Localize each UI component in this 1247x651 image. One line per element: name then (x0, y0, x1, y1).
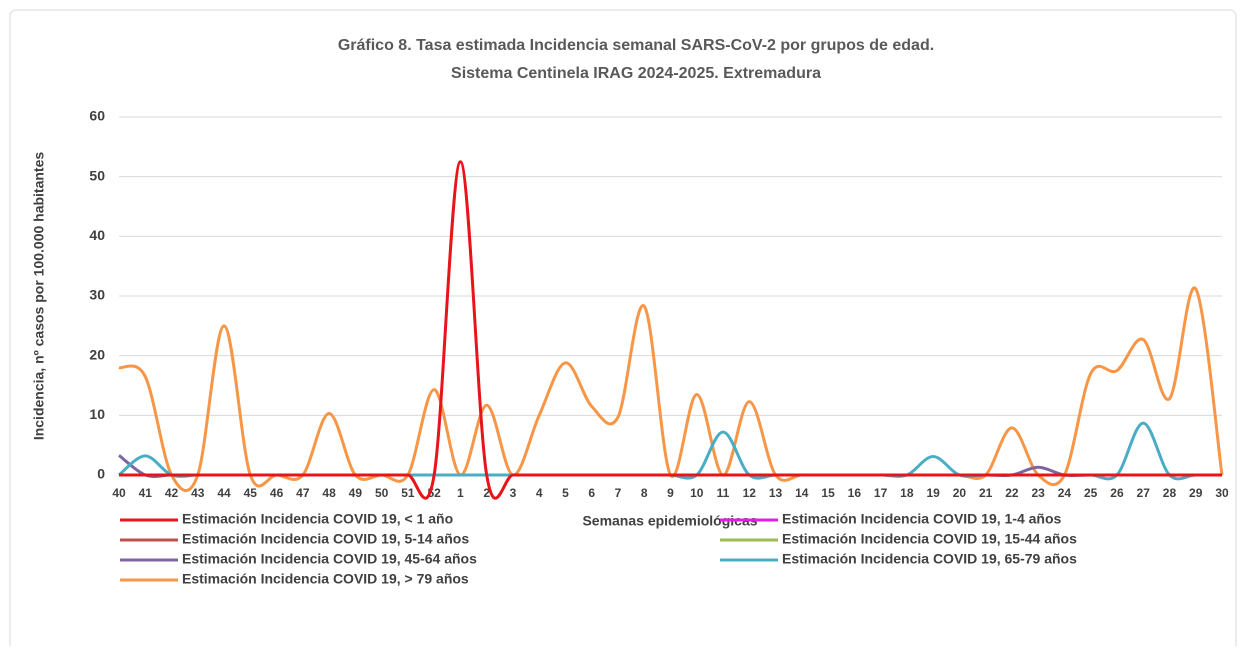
x-tick-label: 45 (244, 486, 258, 500)
x-tick-label: 29 (1189, 486, 1203, 500)
x-tick-label: 41 (139, 486, 153, 500)
x-tick-label: 42 (165, 486, 179, 500)
x-tick-label: 46 (270, 486, 284, 500)
x-tick-label: 22 (1005, 486, 1019, 500)
legend-label: Estimación Incidencia COVID 19, > 79 año… (182, 571, 469, 587)
x-tick-label: 14 (795, 486, 809, 500)
x-tick-label: 10 (690, 486, 704, 500)
x-tick-label: 13 (769, 486, 783, 500)
x-tick-label: 9 (667, 486, 674, 500)
x-tick-label: 48 (322, 486, 336, 500)
legend-label: Estimación Incidencia COVID 19, 45-64 añ… (182, 551, 477, 567)
x-tick-label: 19 (926, 486, 940, 500)
legend-label: Estimación Incidencia COVID 19, 5-14 año… (182, 531, 469, 547)
x-tick-label: 44 (217, 486, 231, 500)
x-tick-label: 21 (979, 486, 993, 500)
series-line (118, 160, 1222, 500)
legend-label: Estimación Incidencia COVID 19, 65-79 añ… (782, 551, 1077, 567)
y-tick-label: 40 (89, 227, 105, 243)
x-tick-label: 7 (615, 486, 622, 500)
x-tick-label: 26 (1110, 486, 1124, 500)
x-tick-label: 16 (848, 486, 862, 500)
x-tick-label: 12 (743, 486, 757, 500)
x-tick-label: 1 (457, 486, 464, 500)
x-tick-label: 3 (510, 486, 517, 500)
x-tick-label: 50 (375, 486, 389, 500)
y-tick-label: 20 (89, 346, 105, 362)
y-axis-title: Incidencia, nº casos por 100.000 habitan… (31, 152, 47, 441)
x-tick-label: 27 (1137, 486, 1151, 500)
legend-label: Estimación Incidencia COVID 19, 15-44 añ… (782, 531, 1077, 547)
chart-title: Gráfico 8. Tasa estimada Incidencia sema… (338, 37, 934, 54)
series-line (118, 286, 1224, 492)
chart-subtitle: Sistema Centinela IRAG 2024-2025. Extrem… (451, 65, 821, 82)
x-tick-label: 47 (296, 486, 310, 500)
x-axis-title: Semanas epidemiológicas (582, 513, 757, 529)
x-tick-label: 20 (953, 486, 967, 500)
x-tick-label: 17 (874, 486, 888, 500)
x-tick-label: 49 (349, 486, 363, 500)
y-tick-label: 30 (89, 287, 105, 303)
x-tick-label: 40 (112, 486, 126, 500)
x-tick-label: 25 (1084, 486, 1098, 500)
x-tick-label: 28 (1163, 486, 1177, 500)
x-tick-label: 4 (536, 486, 543, 500)
x-tick-label: 24 (1058, 486, 1072, 500)
y-tick-label: 0 (97, 466, 105, 482)
legend-label: Estimación Incidencia COVID 19, < 1 año (182, 511, 453, 527)
x-tick-label: 15 (821, 486, 835, 500)
y-tick-label: 50 (89, 167, 105, 183)
x-tick-label: 11 (717, 486, 730, 500)
x-tick-label: 43 (191, 486, 205, 500)
y-tick-label: 60 (89, 108, 105, 124)
x-tick-label: 51 (401, 486, 415, 500)
x-tick-label: 18 (900, 486, 914, 500)
legend-label: Estimación Incidencia COVID 19, 1-4 años (782, 511, 1062, 527)
x-tick-label: 5 (562, 486, 569, 500)
x-tick-label: 8 (641, 486, 648, 500)
x-tick-label: 6 (588, 486, 595, 500)
y-tick-label: 10 (89, 406, 105, 422)
x-tick-label: 2 (483, 486, 490, 500)
x-tick-label: 23 (1031, 486, 1045, 500)
x-tick-label: 30 (1215, 486, 1229, 500)
